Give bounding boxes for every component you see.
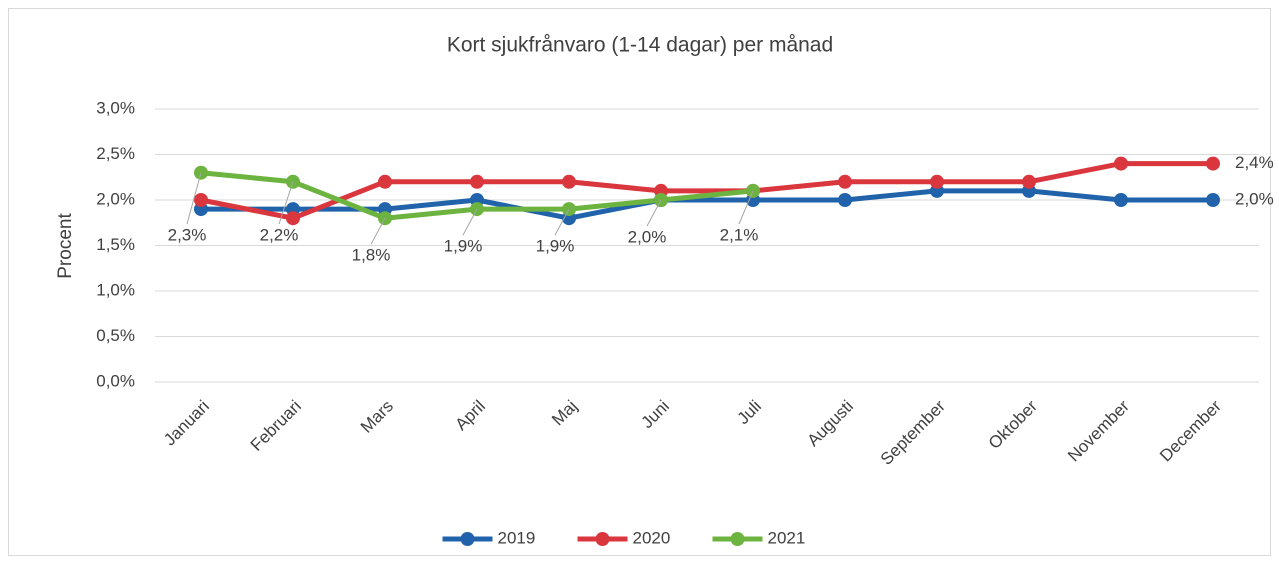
point: [378, 174, 392, 189]
legend-label: 2021: [768, 528, 806, 547]
data-label: 2,4%: [1235, 153, 1274, 172]
point: [562, 174, 576, 189]
data-label: 2,0%: [628, 227, 667, 246]
y-axis-title: Procent: [55, 213, 76, 279]
legend-marker: [460, 532, 475, 546]
data-label: 2,1%: [720, 225, 759, 244]
series-line: [200, 161, 1213, 221]
legend-label: 2019: [498, 528, 536, 547]
leader-line: [646, 199, 662, 227]
series-line: [201, 188, 1213, 221]
point: [838, 193, 852, 207]
legend-label: 2020: [633, 528, 671, 547]
leader-line: [370, 217, 386, 245]
y-tick-label: 0,5%: [96, 326, 135, 345]
y-tick-label: 1,5%: [96, 235, 135, 254]
leader-line: [278, 181, 294, 225]
point: [1206, 156, 1220, 171]
data-label: 2,2%: [260, 225, 299, 244]
y-tick-label: 0,0%: [96, 371, 135, 390]
point: [930, 174, 944, 189]
leader-line: [462, 208, 478, 236]
y-tick-label: 2,5%: [96, 144, 135, 163]
data-label: 2,3%: [168, 225, 207, 244]
point: [1114, 193, 1128, 207]
point: [1114, 156, 1128, 171]
y-tick-label: 2,0%: [96, 189, 135, 208]
leader-line: [186, 172, 202, 225]
point: [194, 193, 208, 207]
chart-title: Kort sjukfrånvaro (1-14 dagar) per månad: [447, 34, 833, 57]
y-tick-label: 3,0%: [96, 98, 135, 117]
point: [838, 174, 852, 189]
leader-line: [738, 190, 754, 225]
point: [1022, 174, 1036, 189]
leader-line: [554, 208, 570, 236]
point: [470, 174, 484, 189]
y-tick-label: 1,0%: [96, 280, 135, 299]
chart-frame: [8, 8, 1271, 556]
data-label: 1,9%: [444, 237, 483, 256]
point: [286, 211, 300, 226]
legend-marker: [730, 532, 745, 546]
legend-marker: [595, 532, 610, 546]
data-label: 2,0%: [1235, 189, 1274, 208]
point: [1206, 193, 1220, 207]
data-label: 1,9%: [536, 237, 575, 256]
data-label: 1,8%: [352, 246, 391, 265]
